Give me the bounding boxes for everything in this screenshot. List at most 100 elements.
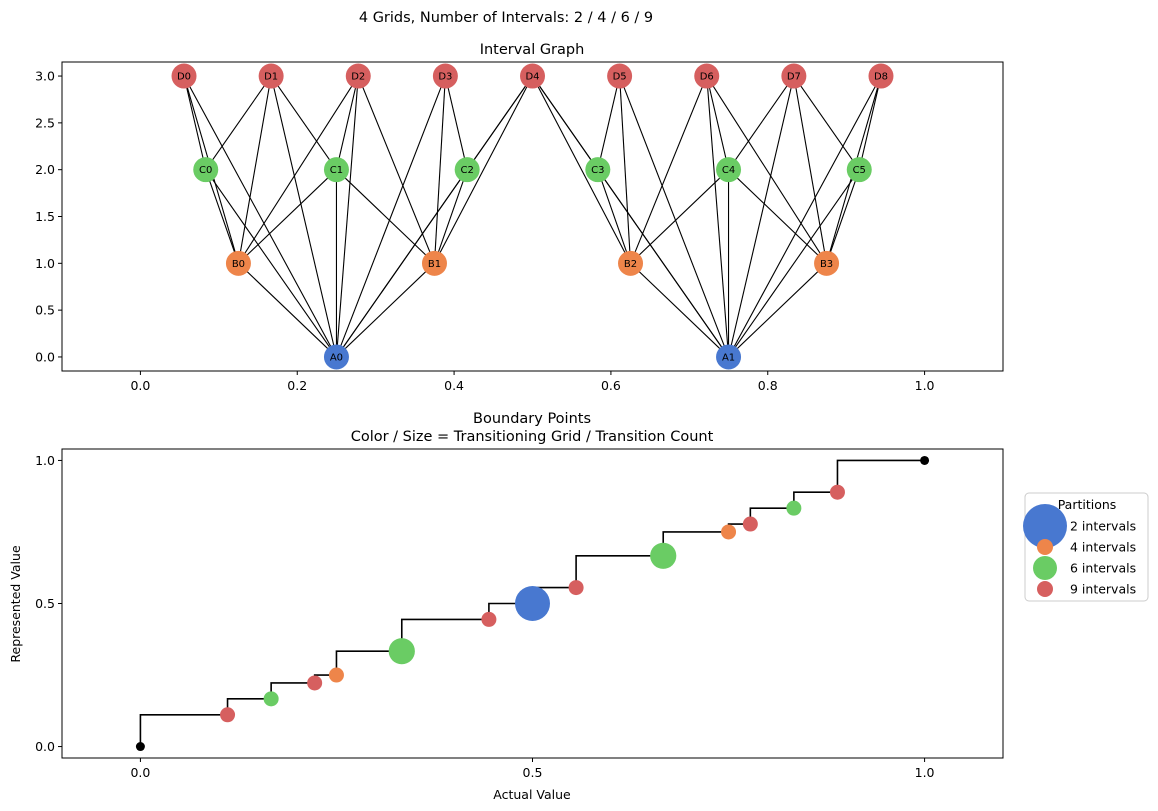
graph-node: B0 bbox=[225, 250, 251, 276]
graph-edge bbox=[335, 75, 446, 358]
graph-node-label: C2 bbox=[460, 165, 473, 176]
endpoint-marker bbox=[920, 455, 930, 465]
graph-edge bbox=[706, 75, 730, 170]
graph-node: B1 bbox=[421, 250, 447, 276]
x-tick-label: 0.6 bbox=[601, 378, 621, 393]
interval-graph-yticks: 0.0 0.5 1.0 1.5 2.0 2.5 3.0 bbox=[35, 69, 62, 364]
graph-node: D4 bbox=[520, 63, 545, 89]
graph-node-label: D1 bbox=[264, 72, 278, 83]
graph-edge bbox=[433, 76, 446, 264]
graph-edge bbox=[619, 75, 730, 358]
graph-node-label: C1 bbox=[330, 165, 343, 176]
graph-node-label: C4 bbox=[722, 165, 735, 176]
graph-edge bbox=[858, 75, 882, 170]
graph-node: D1 bbox=[258, 63, 284, 89]
y-tick-label: 3.0 bbox=[35, 69, 55, 84]
graph-node-label: D0 bbox=[177, 72, 191, 83]
graph-node-marker bbox=[716, 344, 742, 370]
graph-edge bbox=[336, 262, 435, 358]
graph-node-marker bbox=[323, 157, 349, 183]
graph-edge bbox=[706, 75, 828, 264]
graph-edge bbox=[238, 169, 337, 264]
graph-node-marker bbox=[607, 63, 633, 89]
graph-node-marker bbox=[618, 250, 644, 276]
graph-node-label: D5 bbox=[613, 72, 627, 83]
graph-node: C5 bbox=[846, 157, 872, 183]
legend-marker bbox=[1037, 539, 1053, 555]
graph-edge bbox=[597, 75, 621, 170]
interval-graph-title: Interval Graph bbox=[480, 42, 585, 58]
graph-node-marker bbox=[814, 250, 840, 276]
boundary-point bbox=[721, 524, 737, 540]
graph-node-marker bbox=[432, 63, 458, 89]
x-tick-label: 0.0 bbox=[130, 765, 150, 780]
interval-graph-axes-frame bbox=[61, 61, 1004, 372]
graph-edge bbox=[205, 169, 239, 264]
graph-node: C3 bbox=[585, 157, 611, 183]
boundary-points-chart: Boundary Points Color / Size = Transitio… bbox=[8, 411, 1149, 802]
legend-title: Partitions bbox=[1058, 497, 1117, 512]
legend-label: 6 intervals bbox=[1070, 561, 1136, 576]
legend-entry: 6 intervals bbox=[1033, 556, 1136, 580]
graph-edge bbox=[433, 169, 468, 264]
y-tick-label: 0.0 bbox=[35, 739, 55, 754]
graph-node: C0 bbox=[193, 157, 219, 183]
graph-edge bbox=[793, 75, 860, 170]
x-axis-label: Actual Value bbox=[493, 787, 571, 802]
boundary-point bbox=[650, 542, 677, 569]
y-tick-label: 2.5 bbox=[35, 115, 55, 130]
graph-edge bbox=[728, 75, 795, 170]
y-tick-label: 0.5 bbox=[35, 596, 55, 611]
graph-edge bbox=[826, 169, 860, 264]
graph-node-marker bbox=[454, 157, 480, 183]
boundary-points-yticks: 0.0 0.5 1.0 bbox=[35, 453, 62, 754]
legend-entry: 2 intervals bbox=[1023, 504, 1136, 548]
graph-edge bbox=[630, 75, 708, 264]
y-tick-label: 2.0 bbox=[35, 162, 55, 177]
y-tick-label: 0.5 bbox=[35, 303, 55, 318]
boundary-point bbox=[388, 638, 415, 665]
graph-edge bbox=[270, 75, 337, 170]
graph-edge bbox=[270, 75, 337, 358]
boundary-points-title: Boundary Points bbox=[473, 411, 591, 427]
graph-node: C1 bbox=[323, 157, 349, 183]
graph-node-label: A1 bbox=[722, 352, 735, 363]
graph-edge bbox=[728, 169, 860, 358]
y-tick-label: 0.0 bbox=[35, 349, 55, 364]
graph-node-marker bbox=[171, 63, 197, 89]
graph-node: A0 bbox=[323, 344, 349, 370]
graph-edge bbox=[238, 262, 337, 358]
graph-node: D2 bbox=[345, 63, 371, 89]
graph-node-label: D6 bbox=[700, 72, 714, 83]
graph-node-label: B0 bbox=[232, 259, 245, 270]
legend-label: 4 intervals bbox=[1070, 540, 1136, 555]
graph-node: D0 bbox=[171, 63, 197, 89]
graph-node: D5 bbox=[607, 63, 633, 89]
graph-node: D3 bbox=[432, 63, 458, 89]
boundary-point bbox=[328, 667, 344, 683]
graph-edge bbox=[630, 262, 729, 358]
graph-edge bbox=[728, 169, 827, 264]
endpoint-marker bbox=[135, 742, 145, 752]
graph-edge bbox=[728, 75, 882, 358]
graph-node-marker bbox=[585, 157, 611, 183]
graph-edge bbox=[205, 75, 272, 170]
graph-node-label: B1 bbox=[428, 259, 441, 270]
graph-node-label: D3 bbox=[438, 72, 452, 83]
graph-node-label: C0 bbox=[199, 165, 212, 176]
boundary-points-subtitle: Color / Size = Transitioning Grid / Tran… bbox=[351, 429, 714, 445]
graph-edge bbox=[183, 75, 337, 358]
graph-edges bbox=[183, 75, 882, 358]
boundary-point bbox=[307, 675, 323, 691]
x-tick-label: 0.4 bbox=[444, 378, 464, 393]
graph-node-marker bbox=[345, 63, 371, 89]
graph-node: C2 bbox=[454, 157, 480, 183]
legend-entries: 2 intervals 4 intervals 6 intervals 9 inter… bbox=[1023, 504, 1136, 597]
graph-edge bbox=[532, 75, 599, 170]
graph-edge bbox=[335, 76, 359, 357]
graph-node-marker bbox=[781, 63, 807, 89]
graph-node-marker bbox=[520, 63, 545, 89]
graph-edge bbox=[237, 75, 272, 264]
graph-edge bbox=[205, 169, 337, 358]
